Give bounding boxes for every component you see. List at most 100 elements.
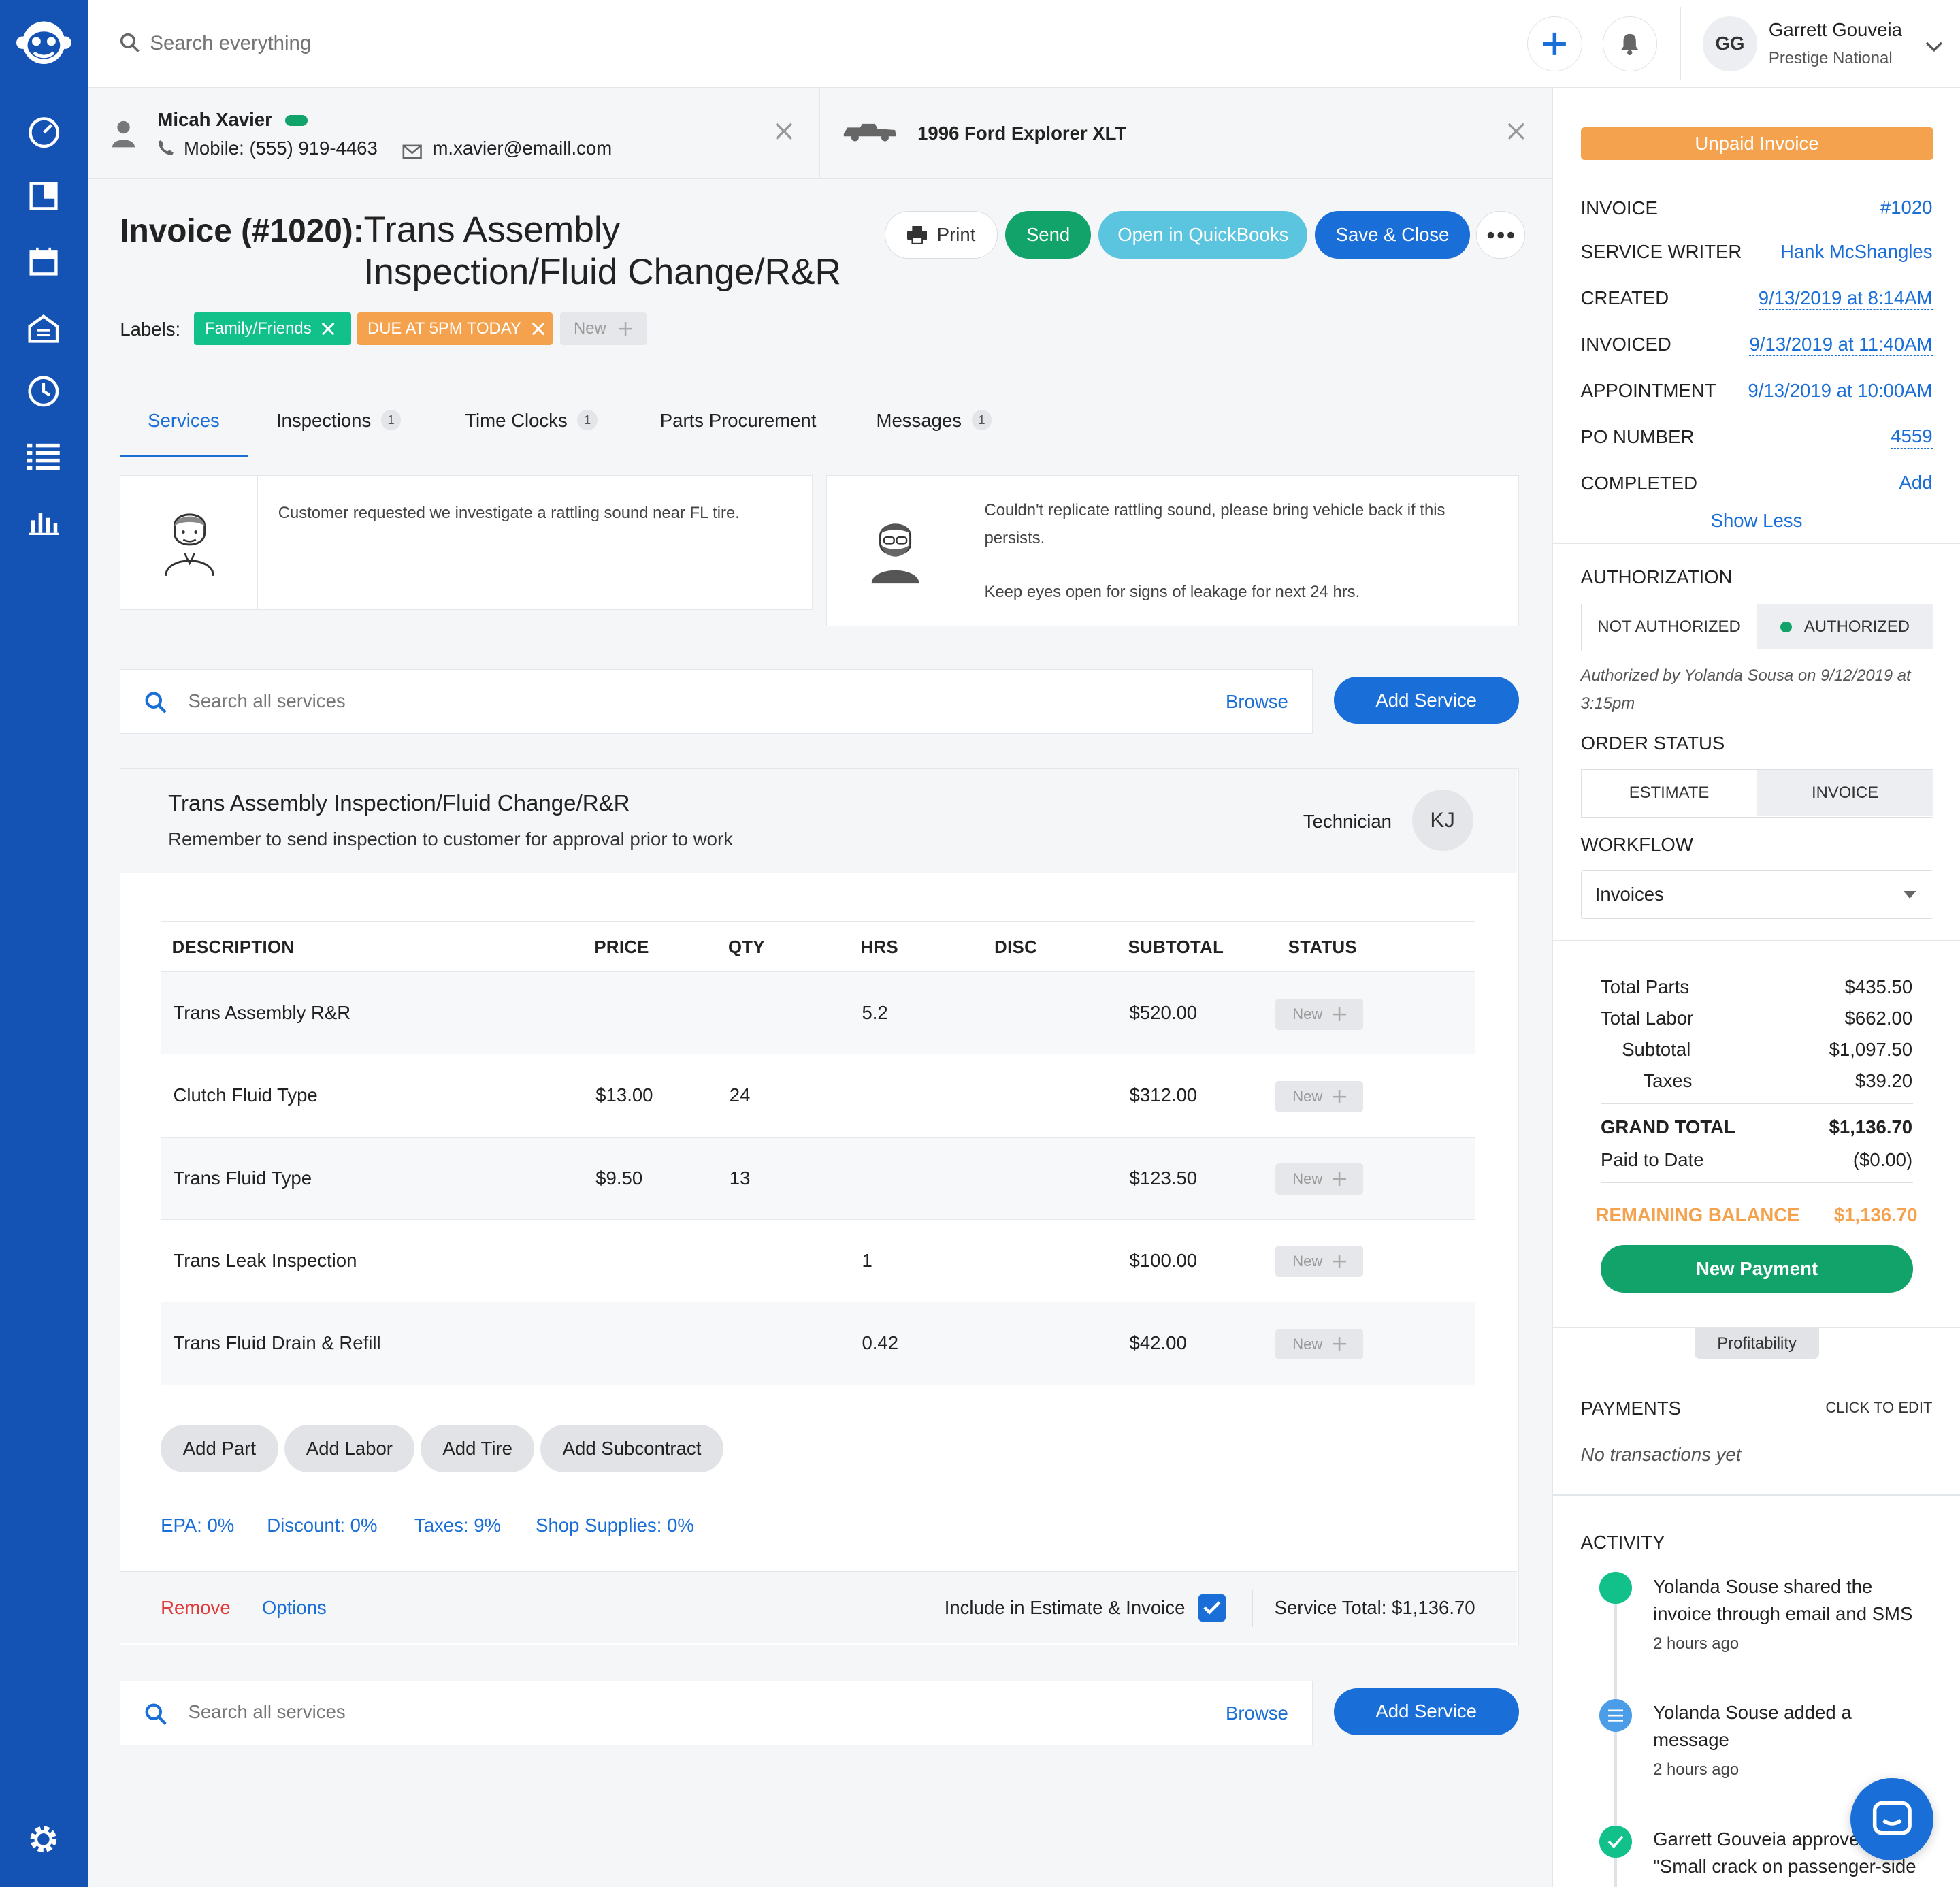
row-status-pill[interactable]: New [1275, 998, 1363, 1030]
table-row[interactable]: Trans Fluid Drain & Refill 0.42 $42.00 N… [161, 1302, 1476, 1385]
shop-supplies-link[interactable]: Shop Supplies: 0% [536, 1515, 694, 1536]
discount-link[interactable]: Discount: 0% [267, 1515, 378, 1536]
row-hrs[interactable]: 5.2 [862, 1002, 888, 1024]
close-vehicle-icon[interactable] [1507, 123, 1525, 146]
detail-completed-add[interactable]: Add [1899, 471, 1933, 495]
authorized-option[interactable]: AUTHORIZED [1757, 604, 1933, 650]
row-description[interactable]: Trans Fluid Type [173, 1167, 312, 1189]
remove-label-icon[interactable] [321, 322, 335, 336]
add-label-button[interactable]: New [559, 312, 647, 345]
save-close-button[interactable]: Save & Close [1315, 211, 1470, 259]
service-title[interactable]: Trans Assembly Inspection/Fluid Change/R… [168, 790, 630, 816]
table-row[interactable]: Clutch Fluid Type $13.00 24 $312.00 New [161, 1054, 1476, 1138]
row-price[interactable]: $9.50 [595, 1167, 643, 1189]
epa-fee-link[interactable]: EPA: 0% [161, 1515, 235, 1536]
close-customer-icon[interactable] [775, 123, 793, 146]
vehicle-name[interactable]: 1996 Ford Explorer XLT [917, 122, 1127, 144]
row-qty[interactable]: 13 [729, 1167, 751, 1189]
add-service-button[interactable]: Add Service [1333, 676, 1519, 724]
dashboard-gauge-icon[interactable] [21, 112, 66, 150]
show-less-link[interactable]: Show Less [1710, 510, 1803, 533]
technician-avatar[interactable]: KJ [1411, 789, 1473, 851]
row-hrs[interactable]: 1 [862, 1249, 872, 1271]
row-description[interactable]: Trans Fluid Drain & Refill [173, 1332, 381, 1354]
row-description[interactable]: Clutch Fluid Type [173, 1084, 318, 1106]
row-hrs[interactable]: 0.42 [862, 1332, 899, 1354]
table-row[interactable]: Trans Leak Inspection 1 $100.00 New [161, 1220, 1476, 1302]
detail-service-writer-value[interactable]: Hank McShangles [1780, 240, 1933, 263]
clock-icon[interactable] [21, 372, 66, 410]
reports-chart-icon[interactable] [21, 502, 66, 540]
browse-services-link[interactable]: Browse [1225, 690, 1288, 712]
detail-created-value[interactable]: 9/13/2019 at 8:14AM [1758, 287, 1933, 310]
table-row[interactable]: Trans Fluid Type $9.50 13 $123.50 New [161, 1137, 1476, 1220]
row-price[interactable]: $13.00 [595, 1084, 653, 1106]
service-search-input[interactable] [188, 687, 1164, 715]
tab-services[interactable]: Services [120, 410, 248, 458]
activity-item-time: 2 hours ago [1653, 1760, 1740, 1779]
add-tire-button[interactable]: Add Tire [421, 1424, 535, 1472]
order-status-toggle: ESTIMATE INVOICE [1580, 769, 1933, 818]
label-due-today[interactable]: DUE AT 5PM TODAY [357, 312, 553, 345]
row-status-pill[interactable]: New [1275, 1080, 1363, 1112]
customer-email[interactable]: m.xavier@emaill.com [432, 138, 612, 159]
add-new-button[interactable] [1527, 16, 1583, 71]
payments-click-to-edit[interactable]: CLICK TO EDIT [1825, 1399, 1933, 1417]
detail-invoiced-value[interactable]: 9/13/2019 at 11:40AM [1749, 333, 1933, 356]
detail-appointment-value[interactable]: 9/13/2019 at 10:00AM [1748, 379, 1933, 402]
notifications-button[interactable] [1602, 16, 1658, 71]
table-row[interactable]: Trans Assembly R&R 5.2 $520.00 New [161, 972, 1476, 1055]
detail-invoice-value[interactable]: #1020 [1880, 196, 1933, 220]
tab-inspections[interactable]: Inspections 1 [276, 410, 402, 457]
remove-label-icon[interactable] [532, 322, 545, 336]
garage-icon[interactable] [21, 310, 66, 348]
add-subcontract-button[interactable]: Add Subcontract [540, 1424, 723, 1472]
chat-launcher-button[interactable] [1850, 1777, 1933, 1860]
open-quickbooks-button[interactable]: Open in QuickBooks [1098, 211, 1308, 259]
chevron-down-icon[interactable] [1925, 35, 1943, 58]
settings-gear-icon[interactable] [21, 1820, 66, 1858]
monkey-logo-icon[interactable] [16, 18, 71, 67]
browse-services-link[interactable]: Browse [1225, 1702, 1288, 1724]
row-description[interactable]: Trans Leak Inspection [173, 1249, 357, 1271]
row-status-pill[interactable]: New [1275, 1246, 1363, 1278]
service-search-input-bottom[interactable] [188, 1698, 1164, 1726]
tab-time-clocks[interactable]: Time Clocks 1 [465, 410, 598, 457]
not-authorized-option[interactable]: NOT AUTHORIZED [1582, 604, 1758, 650]
new-payment-button[interactable]: New Payment [1600, 1245, 1914, 1293]
add-service-button-bottom[interactable]: Add Service [1333, 1688, 1519, 1736]
tab-parts-procurement[interactable]: Parts Procurement [659, 410, 817, 432]
customer-name[interactable]: Micah Xavier [157, 108, 272, 130]
invoice-option[interactable]: INVOICE [1757, 769, 1933, 816]
authorization-note: Authorized by Yolanda Sousa on 9/12/2019… [1580, 666, 1911, 713]
detail-po-number-value[interactable]: 4559 [1891, 425, 1933, 449]
row-description[interactable]: Trans Assembly R&R [173, 1002, 351, 1024]
estimate-option[interactable]: ESTIMATE [1582, 769, 1758, 816]
payments-empty-text: No transactions yet [1580, 1444, 1742, 1466]
list-icon[interactable] [21, 438, 66, 475]
profitability-tab[interactable]: Profitability [1694, 1327, 1820, 1359]
include-estimate-checkbox[interactable] [1198, 1594, 1226, 1622]
add-labor-button[interactable]: Add Labor [284, 1424, 414, 1472]
label-family-friends[interactable]: Family/Friends [193, 312, 352, 345]
customer-phone[interactable]: Mobile: (555) 919-4463 [183, 138, 378, 159]
remove-service-link[interactable]: Remove [161, 1596, 231, 1619]
row-qty[interactable]: 24 [729, 1084, 751, 1106]
print-button[interactable]: Print [885, 211, 998, 259]
row-status-pill[interactable]: New [1275, 1328, 1363, 1360]
taxes-link[interactable]: Taxes: 9% [414, 1515, 502, 1536]
user-avatar[interactable]: GG [1702, 16, 1758, 71]
send-button[interactable]: Send [1004, 211, 1092, 259]
global-search-input[interactable] [150, 25, 900, 63]
options-link[interactable]: Options [261, 1596, 327, 1619]
more-options-icon[interactable] [1476, 211, 1525, 259]
board-icon[interactable] [21, 178, 66, 215]
add-part-button[interactable]: Add Part [161, 1424, 278, 1472]
workflow-select[interactable]: Invoices [1580, 870, 1933, 919]
calendar-icon[interactable] [21, 242, 66, 280]
payments-title: PAYMENTS [1580, 1398, 1682, 1419]
vehicle-card[interactable]: 1996 Ford Explorer XLT [819, 88, 1553, 179]
customer-card[interactable]: Micah Xavier Mobile: (555) 919-4463 m.xa… [87, 87, 820, 179]
tab-messages[interactable]: Messages 1 [877, 410, 992, 457]
row-status-pill[interactable]: New [1275, 1163, 1363, 1195]
